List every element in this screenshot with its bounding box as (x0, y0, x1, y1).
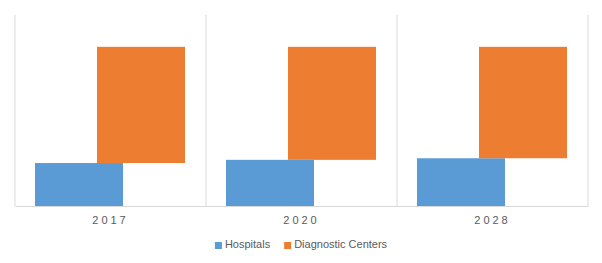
tick: 2017 (92, 206, 128, 226)
legend-swatch (284, 242, 291, 249)
legend-item: Diagnostic Centers (284, 238, 387, 250)
legend-swatch (215, 242, 222, 249)
tick: 2020 (283, 206, 319, 226)
axis-line (16, 206, 589, 207)
tick-label: 2017 (92, 214, 128, 226)
series (97, 47, 567, 163)
separators (15, 15, 588, 206)
legend: Hospitals Diagnostic Centers (215, 238, 388, 250)
bar (417, 158, 505, 206)
separator (588, 15, 589, 206)
bar (97, 47, 185, 163)
bar (35, 163, 123, 206)
legend-label: Diagnostic Centers (294, 238, 387, 250)
tick-label: 2028 (474, 214, 510, 226)
tick: 2028 (474, 206, 510, 226)
legend-item: Hospitals (215, 238, 271, 250)
separator (206, 15, 207, 206)
bar (226, 160, 314, 206)
separator (15, 15, 16, 206)
series (35, 158, 505, 206)
chart: 2017 2020 2028 Hospitals Diagnostic Centers (0, 0, 602, 263)
x-axis: 2017 2020 2028 (16, 206, 589, 226)
bars (35, 47, 567, 206)
legend-label: Hospitals (225, 238, 271, 250)
bar (479, 47, 567, 158)
bar (288, 47, 376, 160)
tick-label: 2020 (283, 214, 319, 226)
separator (397, 15, 398, 206)
